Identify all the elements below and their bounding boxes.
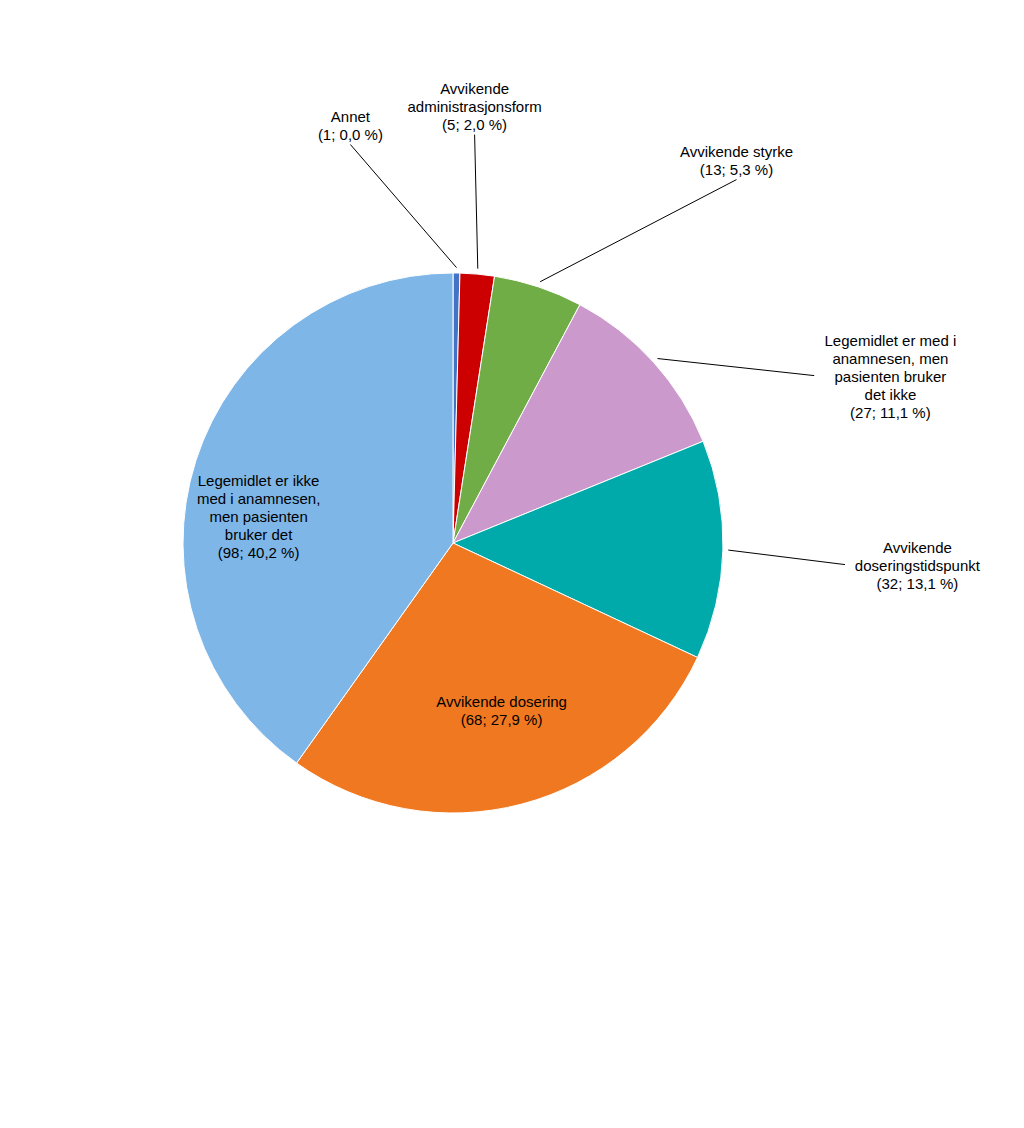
- svg-text:Annet(1; 0,0 %): Annet(1; 0,0 %): [318, 107, 383, 142]
- svg-text:Avvikende styrke(13; 5,3 %): Avvikende styrke(13; 5,3 %): [680, 142, 793, 177]
- svg-text:Avvikende dosering(68; 27,9 %): Avvikende dosering(68; 27,9 %): [436, 693, 567, 728]
- svg-text:Legemidlet er ikkemed i anamne: Legemidlet er ikkemed i anamnesen,men pa…: [197, 472, 320, 561]
- svg-text:Legemidlet er med ianamnesen,: Legemidlet er med ianamnesen, menpasient…: [825, 331, 957, 420]
- svg-text:Avvikendeadministrasjonsform(5: Avvikendeadministrasjonsform(5; 2,0 %): [407, 79, 541, 132]
- svg-text:Avvikendedoseringstidspunkt(32: Avvikendedoseringstidspunkt(32; 13,1 %): [855, 538, 981, 591]
